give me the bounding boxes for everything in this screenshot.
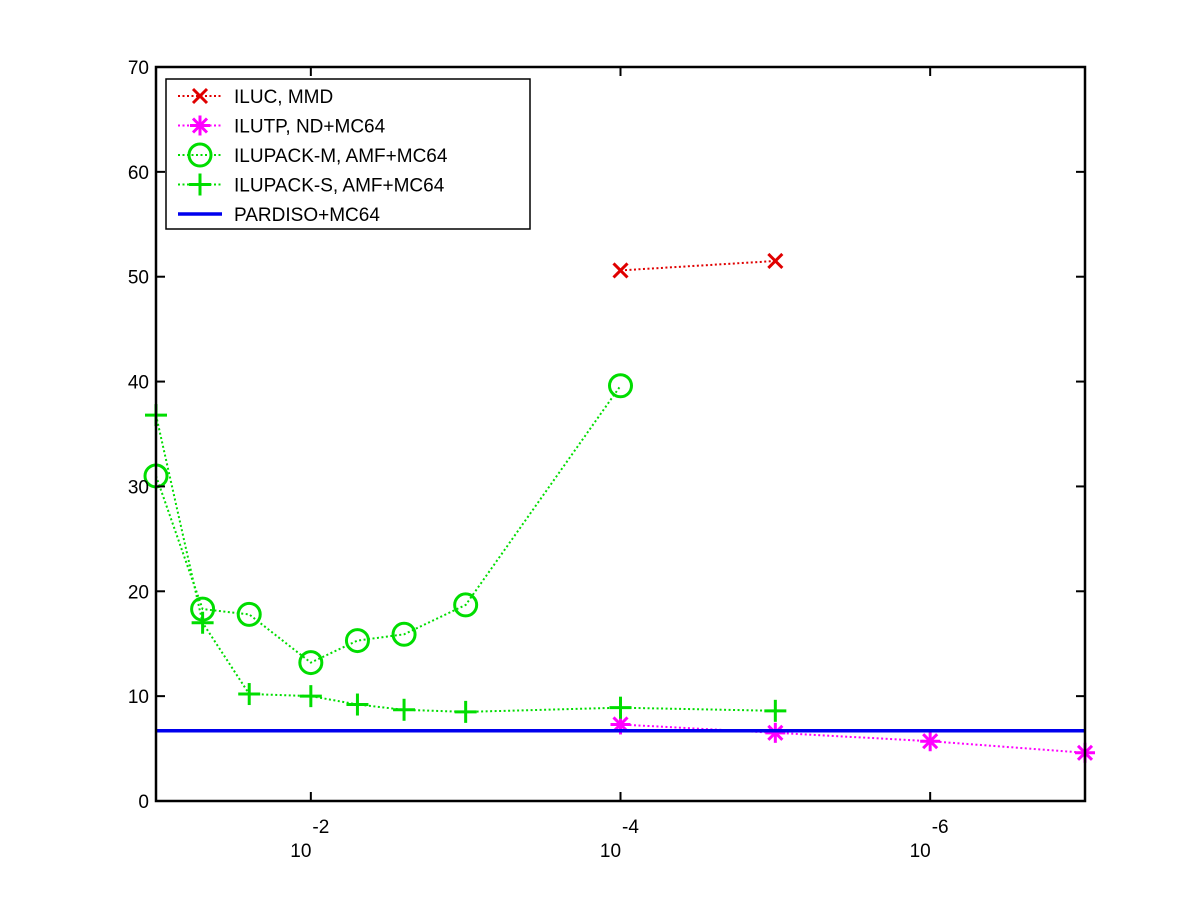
y-tick-label: 0 [138,792,149,813]
x-tick-label-exponent: -2 [312,817,329,838]
data-point-0-0 [612,262,629,279]
data-point-3-2 [238,683,261,706]
data-point-2-5 [391,621,417,647]
data-point-3-5 [393,698,416,721]
y-tick-label: 30 [128,477,149,498]
series-line-2 [155,385,622,664]
x-tick-label-exponent: -6 [932,817,949,838]
legend-marker-2 [187,142,213,168]
series-0 [612,252,784,279]
legend-label: ILUPACK-S, AMF+MC64 [234,176,445,197]
data-point-3-8 [764,699,787,722]
y-tick-label: 40 [128,373,149,394]
data-point-3-4 [346,693,369,716]
data-point-3-3 [299,685,322,708]
data-point-1-1 [765,722,786,743]
legend-label: PARDISO+MC64 [234,205,380,226]
data-point-2-6 [453,592,479,618]
data-point-2-7 [608,373,633,399]
y-tick-label: 10 [128,687,149,708]
x-tick-label-base: 10 [600,841,621,862]
series-line-0 [620,260,776,272]
data-point-3-1 [191,611,214,634]
y-tick-label: 50 [128,268,149,289]
y-tick-label: 20 [128,582,149,603]
data-point-3-6 [454,700,477,723]
legend-entry-3: ILUPACK-S, AMF+MC64 [178,173,445,197]
plot-area [143,252,1095,763]
data-point-2-4 [344,628,370,654]
series-line-1 [620,723,1086,754]
series-2 [143,373,633,676]
y-tick-label: 70 [128,58,149,79]
data-point-0-1 [767,252,784,270]
data-point-2-2 [236,601,262,627]
legend-entry-4: PARDISO+MC64 [178,205,380,226]
legend-label: ILUC, MMD [234,87,333,108]
legend-entry-0: ILUC, MMD [178,87,333,108]
legend-label: ILUTP, ND+MC64 [234,117,386,138]
x-tick-label-base: 10 [290,841,311,862]
series-3 [145,404,787,723]
y-tick-label: 60 [128,163,149,184]
series-1 [610,714,1095,763]
legend-marker-3 [189,173,211,196]
x-tick-label-base: 10 [910,841,931,862]
legend-marker-1 [190,115,210,136]
data-point-2-3 [298,650,324,676]
data-point-1-2 [920,731,941,752]
series-line-3 [155,414,776,713]
legend: ILUC, MMD ILUTP, ND+MC64 ILUPACK-M, AMF+MC… [165,78,531,230]
legend-label: ILUPACK-M, AMF+MC64 [234,146,448,167]
legend-marker-0 [191,87,209,105]
legend-box [165,78,531,230]
x-tick-label-exponent: -4 [622,817,639,838]
data-point-3-7 [609,696,632,719]
legend-entry-2: ILUPACK-M, AMF+MC64 [178,142,448,168]
legend-entry-1: ILUTP, ND+MC64 [178,115,386,138]
